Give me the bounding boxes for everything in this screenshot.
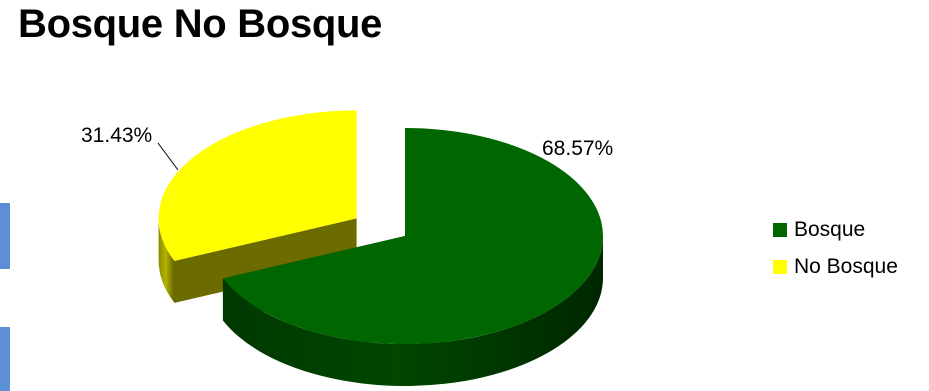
pie-slice-wall — [174, 218, 357, 303]
pie-slice-top — [222, 128, 603, 344]
chart-legend: Bosque No Bosque — [773, 218, 898, 292]
pie-slice-no-bosque[interactable] — [158, 110, 357, 303]
data-label-bosque: 68.57% — [542, 137, 613, 160]
side-accent-bar — [0, 327, 10, 391]
data-label-no-bosque: 31.43% — [81, 124, 152, 147]
leader-line-no-bosque — [157, 142, 179, 171]
pie-slice-top — [158, 110, 357, 261]
pie-slice-outer-wall — [222, 236, 603, 386]
legend-label-no-bosque: No Bosque — [794, 255, 898, 278]
legend-swatch-no-bosque — [773, 260, 787, 274]
legend-label-bosque: Bosque — [794, 218, 866, 241]
pie-slice-outer-wall — [158, 218, 175, 303]
legend-item-no-bosque[interactable]: No Bosque — [773, 255, 898, 279]
pie-slice-bosque[interactable] — [222, 128, 603, 386]
side-accent-bar — [0, 203, 10, 269]
chart-title: Bosque No Bosque — [18, 2, 383, 46]
legend-swatch-bosque — [773, 223, 787, 237]
legend-item-bosque[interactable]: Bosque — [773, 218, 898, 242]
